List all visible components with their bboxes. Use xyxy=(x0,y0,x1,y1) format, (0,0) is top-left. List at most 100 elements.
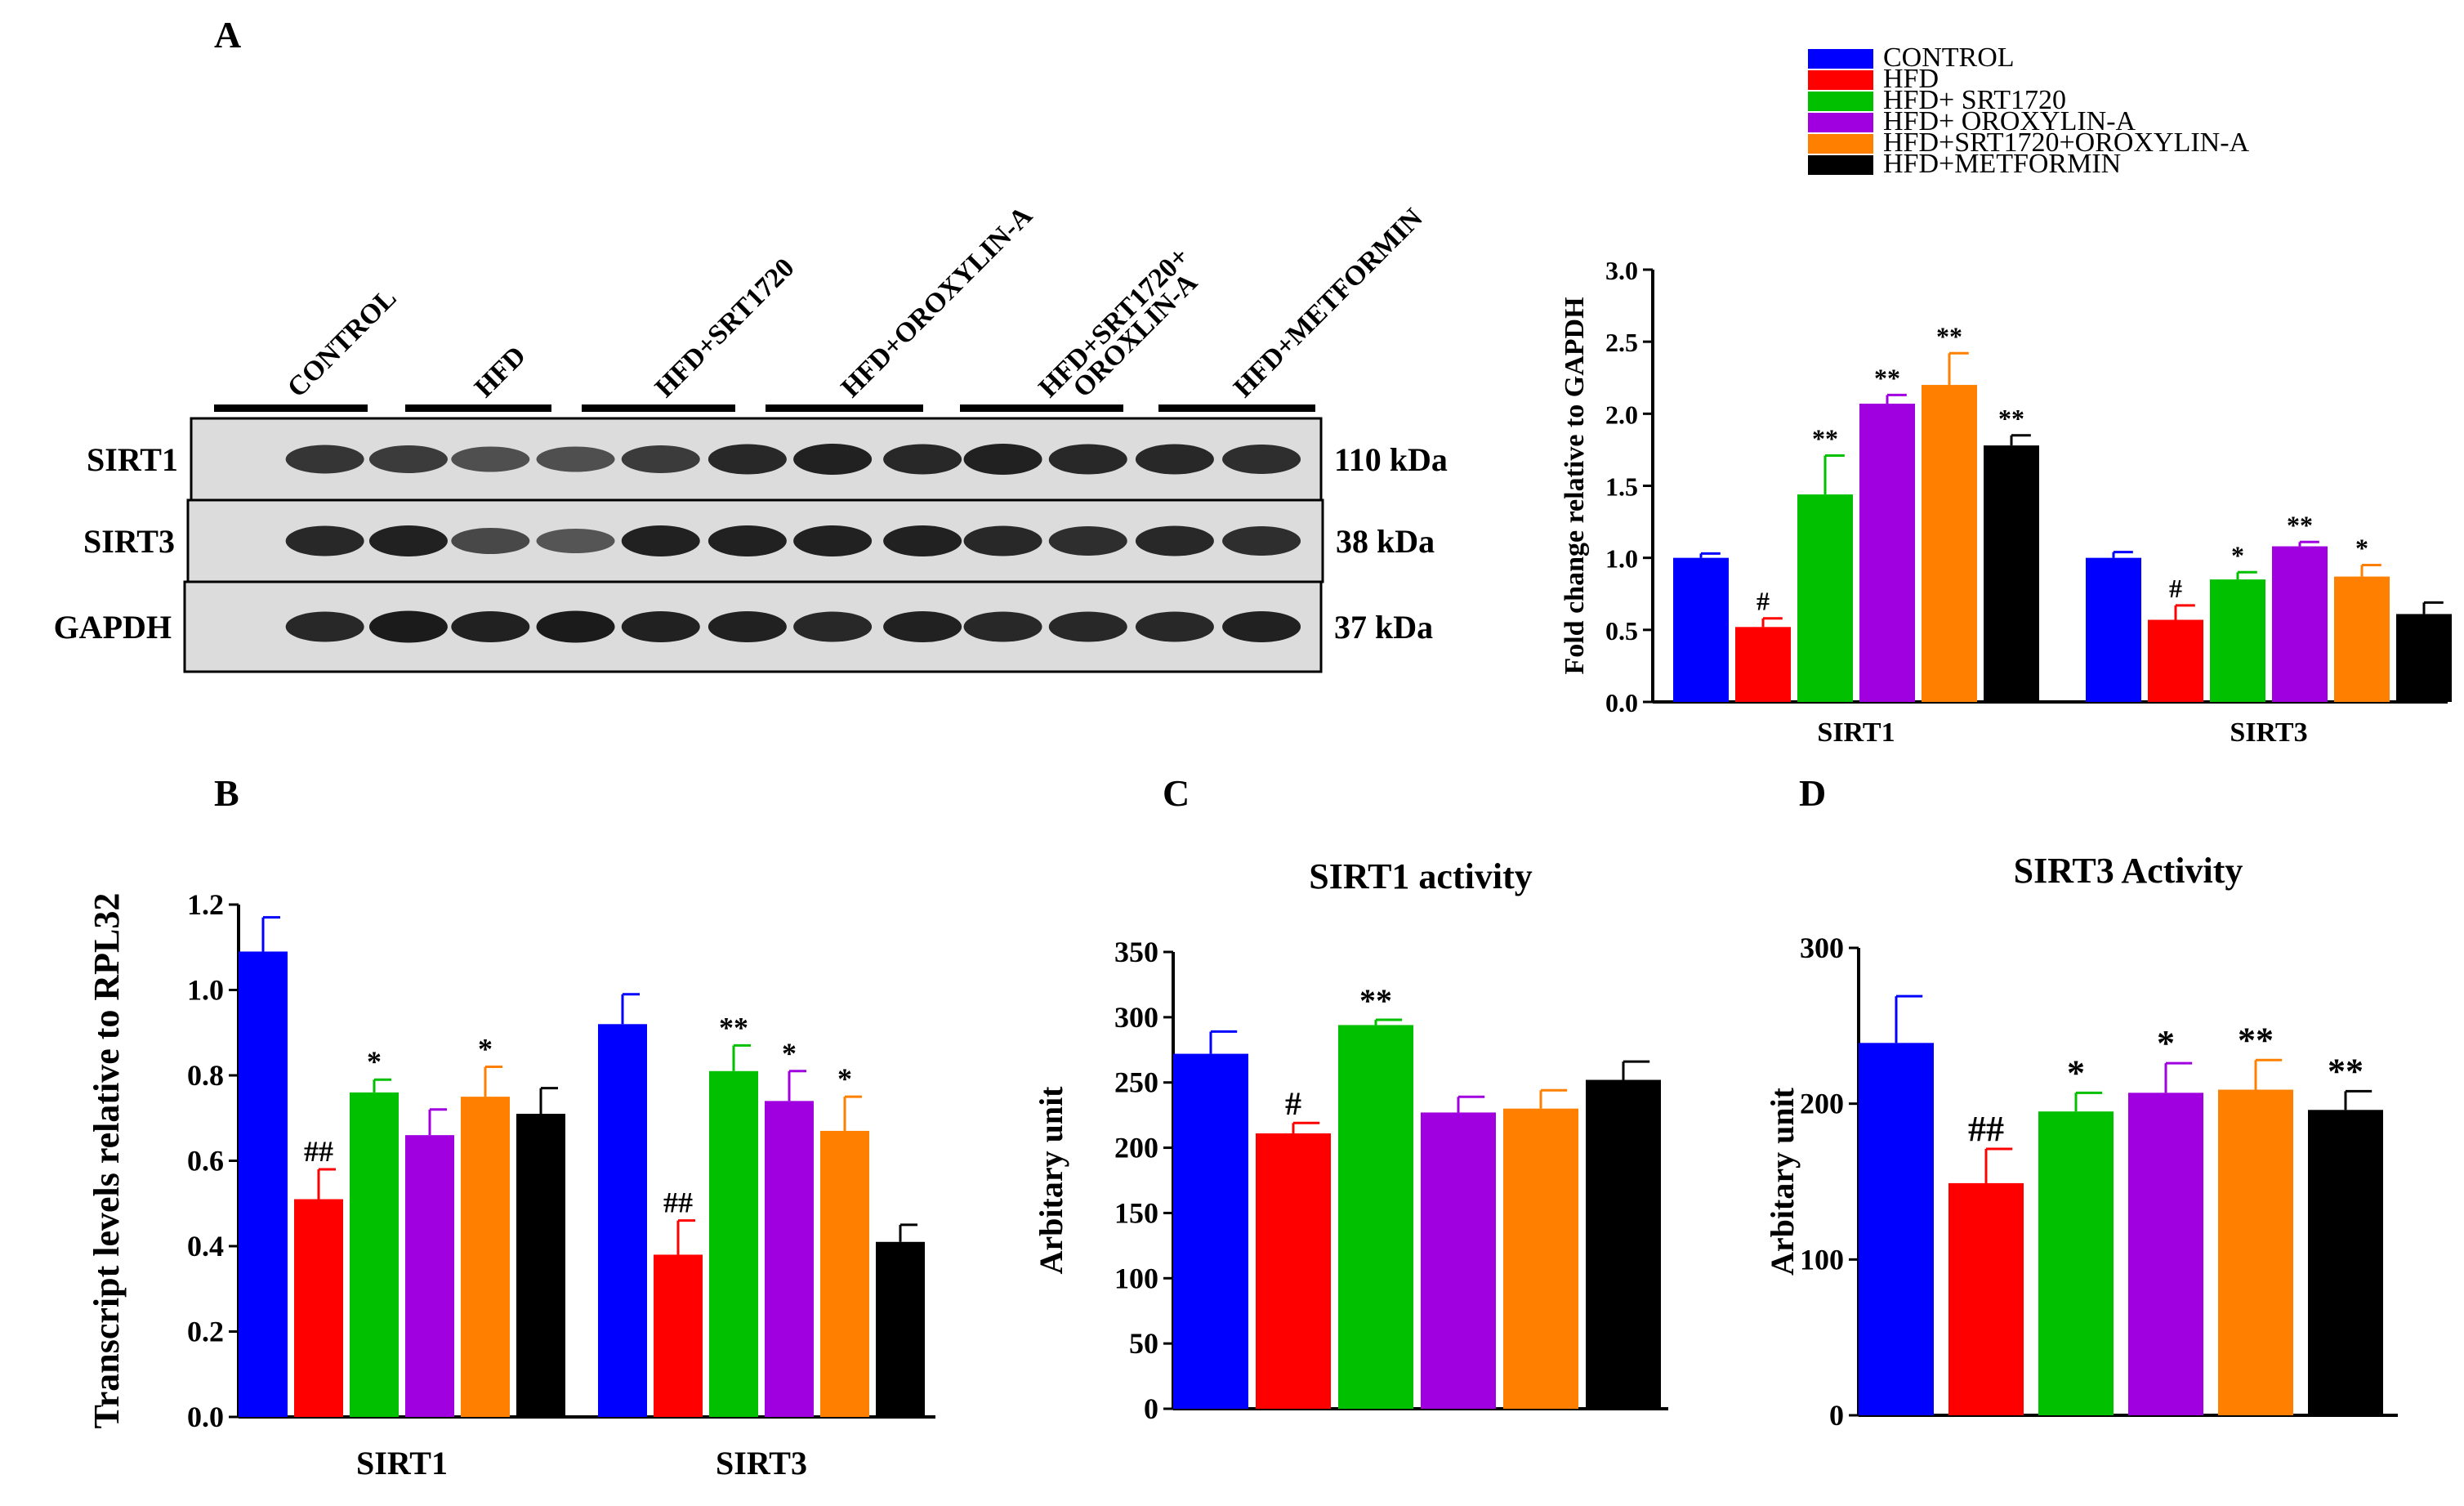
blot-band xyxy=(451,611,530,642)
y-tick-label: 2.5 xyxy=(1605,328,1638,357)
significance-label: * xyxy=(2231,540,2244,570)
blot-band xyxy=(368,610,448,643)
chart-a-fold-change: 0.0 0.5 1.0 1.5 2.0 2.5 3.0 Fold change relativ… xyxy=(1560,256,2452,748)
y-tick-label: 300 xyxy=(1800,932,1844,964)
y-tick-label: 2.0 xyxy=(1605,400,1638,429)
significance-label: * xyxy=(478,1033,493,1066)
blot-size-label: 37 kDa xyxy=(1334,609,1433,646)
blot-band xyxy=(1222,526,1301,556)
blot-band xyxy=(883,525,962,556)
significance-label: ** xyxy=(1874,363,1900,392)
bar xyxy=(239,951,288,1417)
bar xyxy=(405,1135,454,1417)
y-tick-label: 0.0 xyxy=(187,1401,224,1433)
blot-group-underline xyxy=(1158,404,1315,412)
legend-label: HFD xyxy=(1883,64,1939,94)
blot-size-label: 110 kDa xyxy=(1334,441,1448,478)
blot-band xyxy=(368,445,448,473)
blot-band xyxy=(793,525,873,556)
y-axis-label: Arbitary unit xyxy=(1764,1087,1801,1276)
blot-band xyxy=(536,610,615,643)
panel-label-c: C xyxy=(1163,772,1190,814)
blot-band xyxy=(451,446,530,472)
significance-label: ## xyxy=(1968,1109,2004,1149)
significance-label: # xyxy=(1285,1085,1301,1122)
significance-label: ## xyxy=(304,1135,333,1168)
bar xyxy=(2148,619,2203,702)
blot-lane-label: HFD+METFORMIN xyxy=(1228,203,1429,404)
x-category-label: SIRT3 xyxy=(716,1445,807,1481)
blot-group-underline xyxy=(405,404,551,412)
y-tick-label: 0.2 xyxy=(187,1316,224,1348)
bar xyxy=(2308,1110,2383,1415)
blot-band xyxy=(536,529,615,553)
bar xyxy=(1256,1133,1331,1409)
blot-group-underline xyxy=(582,404,735,412)
y-tick-label: 0.0 xyxy=(1605,688,1638,717)
legend-label: CONTROL xyxy=(1883,42,2015,73)
y-axis-label: Transcript levels relative to RPL32 xyxy=(87,893,127,1429)
blot-band xyxy=(793,444,873,475)
chart-c-sirt1-activity: 0 50 100 150 200 250 300 350 Arbitary unit SIRT1 … xyxy=(1033,856,1668,1425)
bar xyxy=(820,1130,869,1417)
significance-label: # xyxy=(1756,587,1770,616)
blot-band xyxy=(621,611,700,642)
significance-label: * xyxy=(367,1045,382,1078)
bar xyxy=(2210,579,2265,702)
blot-band xyxy=(451,528,530,554)
bar xyxy=(1859,1043,1934,1415)
blot-lane-label: HFD+SRT1720 xyxy=(649,252,801,404)
y-tick-label: 1.0 xyxy=(187,974,224,1007)
blot-lane-label: HFD xyxy=(469,341,532,404)
blot-band xyxy=(883,611,962,642)
y-tick-label: 0.6 xyxy=(187,1145,224,1178)
bar xyxy=(709,1070,758,1417)
blot-group-underline xyxy=(214,404,368,412)
blot-band xyxy=(708,525,787,556)
bar xyxy=(1503,1108,1578,1409)
x-category-label: SIRT3 xyxy=(2230,717,2307,748)
significance-label: ** xyxy=(2287,510,2313,539)
bar xyxy=(654,1254,703,1417)
bar xyxy=(1797,494,1853,702)
bar xyxy=(2334,576,2390,702)
legend-label: HFD+SRT1720+OROXYLIN-A xyxy=(1883,127,2250,158)
blot-band xyxy=(621,525,700,556)
blot-band xyxy=(883,444,962,475)
y-axis-label: Arbitary unit xyxy=(1033,1086,1069,1275)
y-tick-label: 200 xyxy=(1114,1132,1158,1164)
y-axis-label: Fold change relative to GAPDH xyxy=(1560,297,1590,674)
blot-band xyxy=(1048,526,1127,556)
y-tick-label: 100 xyxy=(1800,1243,1844,1276)
legend-swatch xyxy=(1808,134,1873,154)
bar xyxy=(2086,557,2141,702)
chart-d-sirt3-activity: 0 100 200 300 Arbitary unit SIRT3 Activity ## *… xyxy=(1764,851,2398,1432)
bar xyxy=(1948,1182,2024,1415)
significance-label: ** xyxy=(719,1011,748,1043)
blot-lane-label: HFD+SRT1720+ xyxy=(1033,241,1194,403)
bar xyxy=(461,1097,510,1417)
legend-swatch xyxy=(1808,113,1873,132)
significance-label: ** xyxy=(1998,404,2024,433)
significance-label: * xyxy=(2067,1052,2085,1093)
legend-label: HFD+METFORMIN xyxy=(1883,149,2121,179)
significance-label: ** xyxy=(1936,321,1962,351)
y-tick-label: 0.4 xyxy=(187,1230,224,1262)
blot-band xyxy=(368,525,448,556)
blot-band xyxy=(1048,611,1127,642)
blot-protein-label: GAPDH xyxy=(54,609,172,646)
y-tick-label: 0.8 xyxy=(187,1059,224,1092)
bar xyxy=(876,1241,925,1417)
legend-swatch xyxy=(1808,70,1873,90)
blot-lane-label: CONTROL xyxy=(282,283,403,404)
blot-band xyxy=(793,611,873,642)
bar xyxy=(2128,1093,2203,1415)
panel-label-b: B xyxy=(214,772,239,814)
chart-title: SIRT3 Activity xyxy=(2014,851,2243,891)
legend-label: HFD+ SRT1720 xyxy=(1883,85,2066,115)
bar xyxy=(1173,1053,1248,1409)
y-tick-label: 350 xyxy=(1114,936,1158,968)
bar xyxy=(294,1199,343,1417)
